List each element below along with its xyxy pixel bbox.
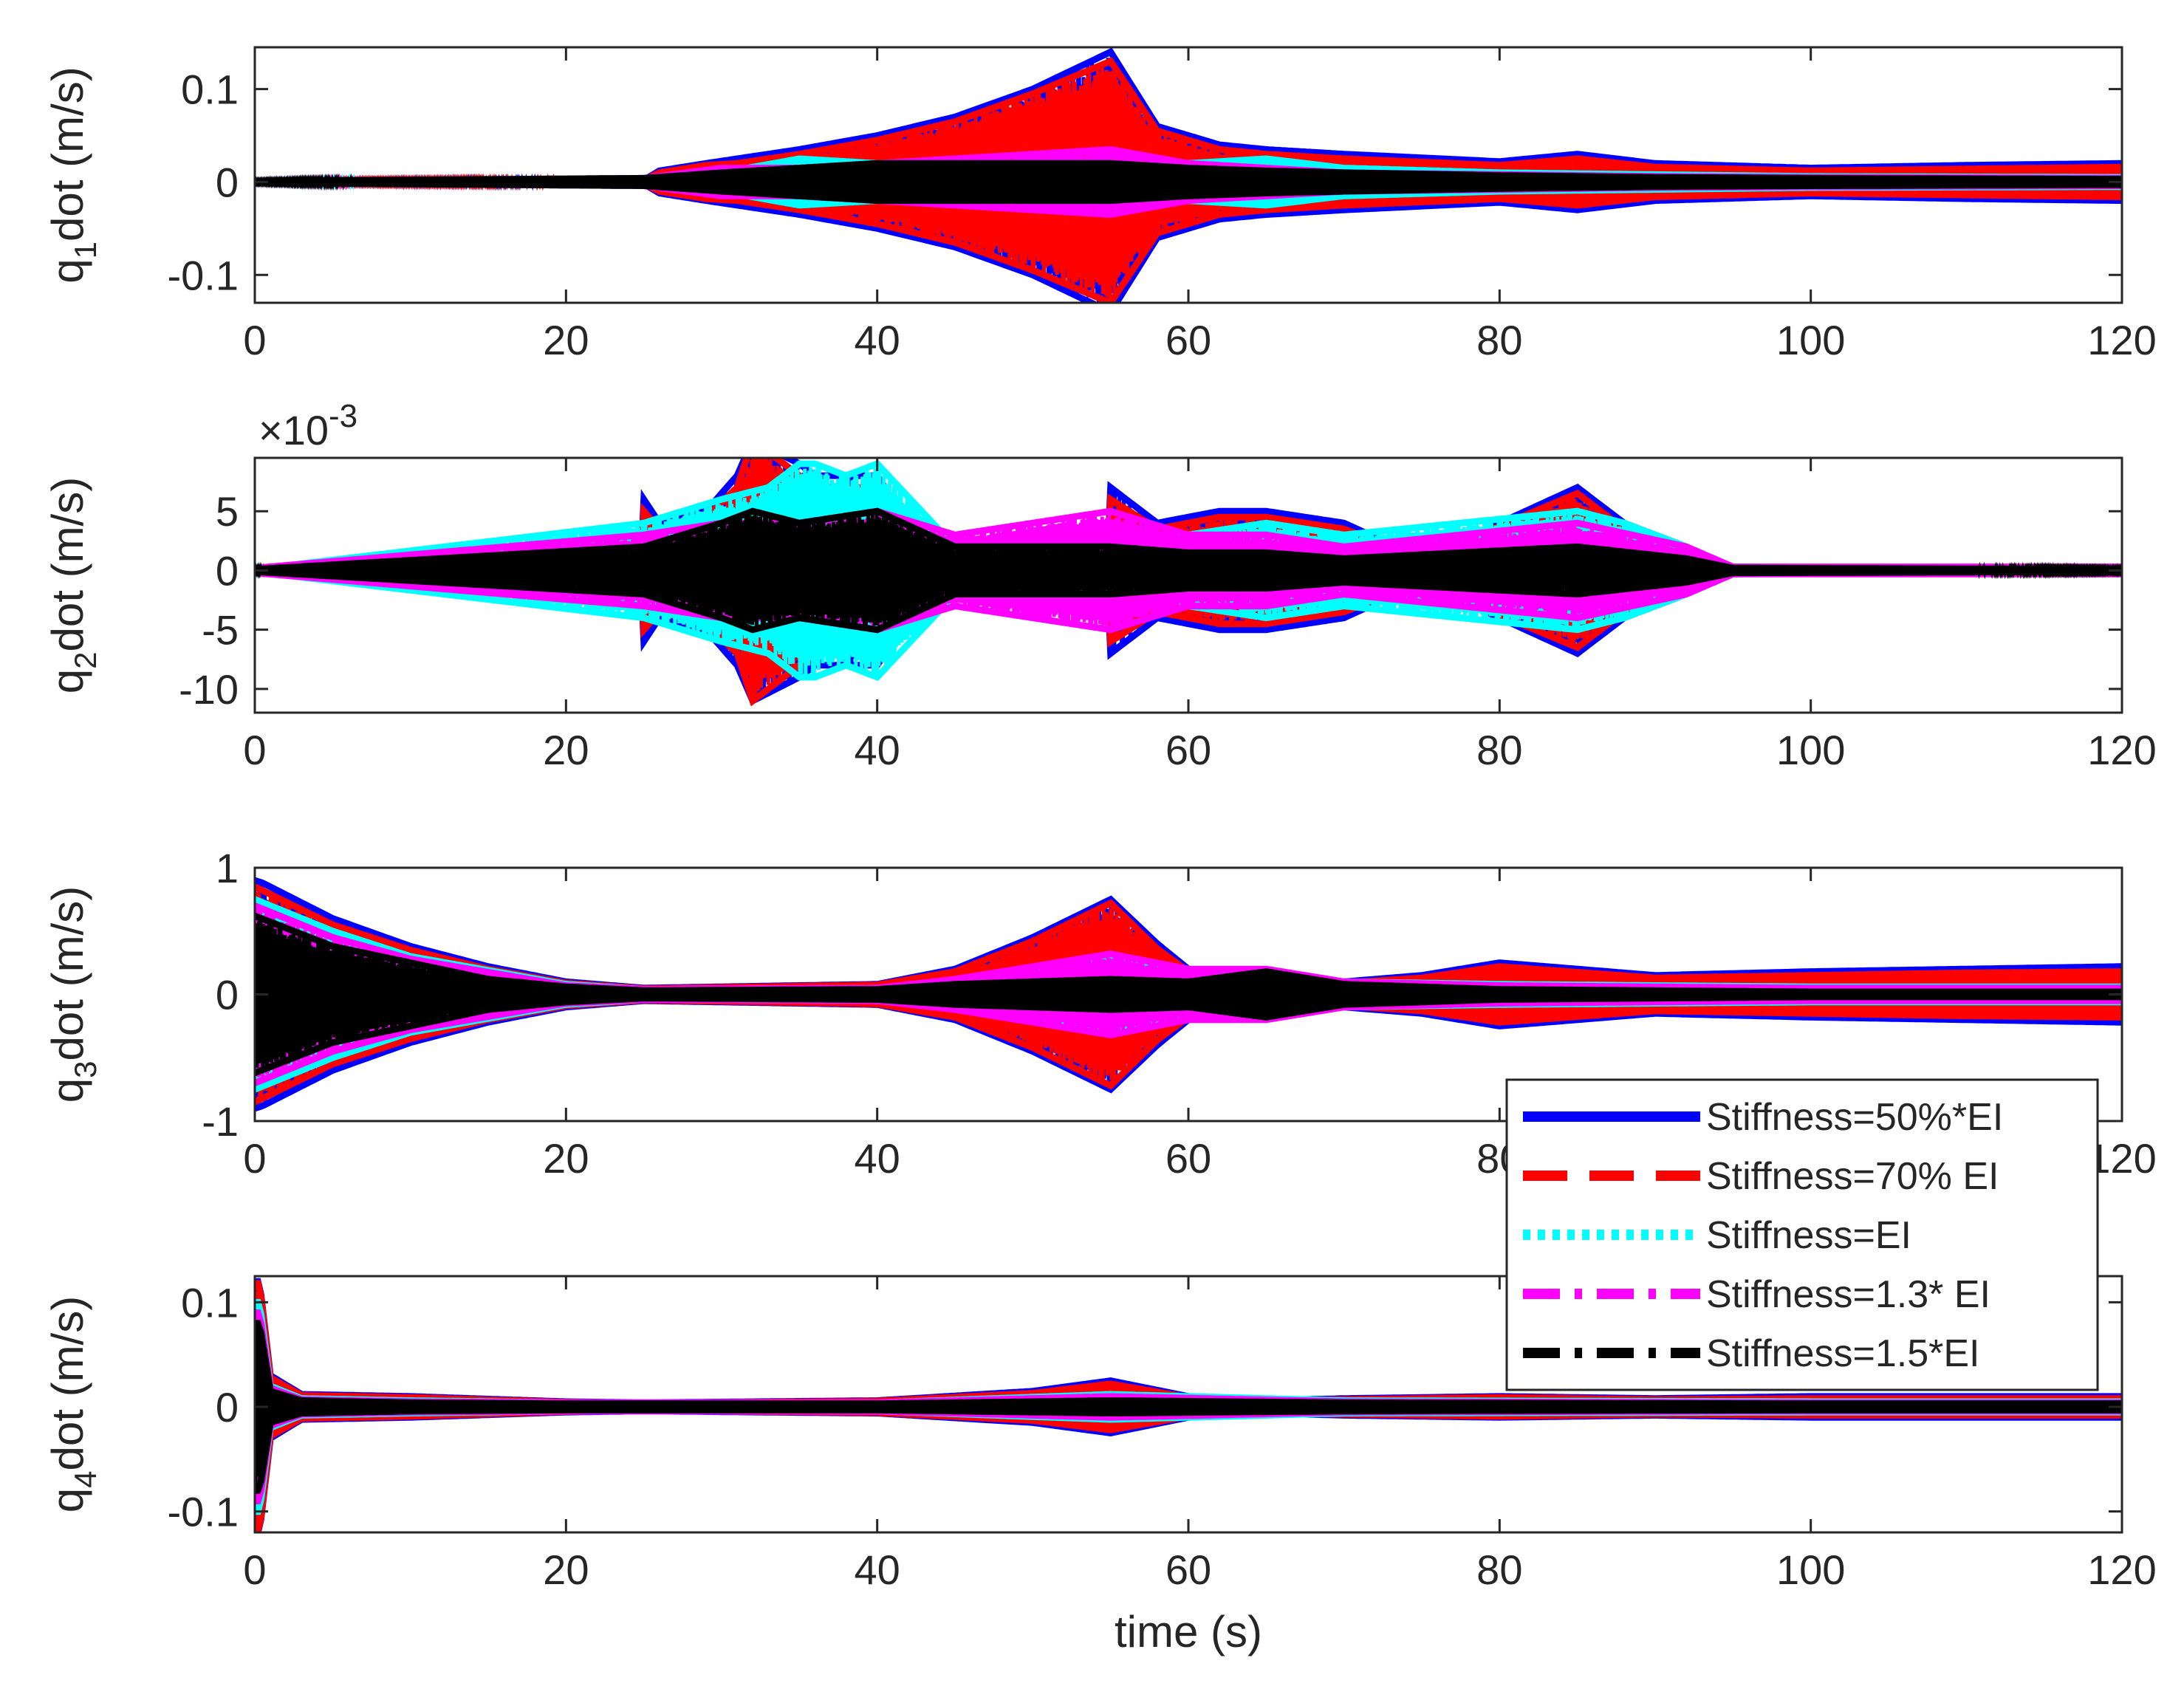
y-axis-label-rest: dot (m/s): [43, 66, 92, 241]
x-tick-label-q4: 0: [243, 1546, 266, 1593]
x-tick-label-q3: 60: [1165, 1135, 1211, 1182]
legend-label-s100: Stiffness=EI: [1706, 1214, 1911, 1257]
legend-label-s50: Stiffness=50%*EI: [1706, 1096, 2003, 1139]
y-axis-label-main: q: [43, 258, 92, 283]
legend-box: [1505, 1078, 2099, 1391]
x-tick-label-q2: 0: [243, 727, 266, 773]
y-axis-label-q1: q1dot (m/s): [43, 66, 103, 283]
x-tick-label-q2: 80: [1476, 727, 1522, 773]
series-envelope-top-q3-s150: [255, 912, 2122, 996]
y-tick-label-q2: 0: [216, 547, 239, 594]
x-tick-label-q1: 120: [2087, 317, 2156, 363]
x-tick-label-q3: 0: [243, 1135, 266, 1182]
panel-q2: 0 20 40 60 80 100 120 -10 -5 0 5 q2dot (m/s) ×10-3: [43, 398, 2157, 773]
x-tick-label-q4: 60: [1165, 1546, 1211, 1593]
y-axis-label-q3: q3dot (m/s): [43, 886, 103, 1103]
series-envelope-top-q1-s150: [255, 160, 2122, 185]
x-tick-label-q1: 60: [1165, 317, 1211, 363]
y-axis-label-subscript: 1: [68, 241, 103, 258]
y-axis-label-q2: q2dot (m/s): [43, 477, 103, 693]
x-tick-label-q4: 120: [2087, 1546, 2156, 1593]
series-envelope-bottom-q3-s150: [255, 993, 2122, 1077]
x-axis-label: time (s): [1115, 1607, 1262, 1656]
y-tick-label-q3: -1: [202, 1098, 239, 1145]
x-tick-label-q4: 40: [855, 1546, 900, 1593]
x-tick-label-q1: 0: [243, 317, 266, 363]
y-tick-label-q2: -5: [202, 607, 239, 654]
x-tick-label-q3: 20: [543, 1135, 589, 1182]
series-envelope-bottom-q1-s150: [255, 179, 2122, 205]
x-tick-label-q3: 40: [855, 1135, 900, 1182]
y-axis-multiplier-q2: ×10-3: [259, 398, 357, 453]
y-tick-label-q2: -10: [179, 666, 239, 713]
y-axis-label-rest: dot (m/s): [43, 477, 92, 652]
y-tick-label-q2: 5: [216, 488, 239, 535]
series-envelope-top-q2-s150: [255, 507, 2122, 573]
x-tick-label-q2: 100: [1776, 727, 1845, 773]
x-tick-label-q2: 60: [1165, 727, 1211, 773]
y-tick-label-q4: 0.1: [181, 1279, 239, 1326]
x-tick-label-q4: 80: [1476, 1546, 1522, 1593]
x-tick-label-q2: 120: [2087, 727, 2156, 773]
series-envelope-bottom-q4-s150: [255, 1406, 2122, 1494]
multiplier-base: ×10: [259, 407, 329, 453]
y-tick-label-q3: 1: [216, 845, 239, 891]
y-tick-label-q1: 0: [216, 159, 239, 205]
x-tick-label-q2: 40: [855, 727, 900, 773]
y-axis-label-main: q: [43, 1078, 92, 1103]
x-tick-label-q1: 20: [543, 317, 589, 363]
legend-label-s150: Stiffness=1.5*EI: [1706, 1332, 1980, 1375]
y-axis-label-main: q: [43, 669, 92, 693]
x-tick-label-q4: 20: [543, 1546, 589, 1593]
series-group-q1: [255, 47, 2122, 303]
y-axis-label-subscript: 2: [68, 651, 103, 668]
y-axis-label-main: q: [43, 1488, 92, 1512]
y-tick-label-q3: 0: [216, 972, 239, 1018]
series-envelope-top-q4-s150: [255, 1320, 2122, 1408]
y-axis-label-q4: q4dot (m/s): [43, 1296, 103, 1512]
y-axis-label-subscript: 3: [68, 1060, 103, 1077]
legend-label-s130: Stiffness=1.3* EI: [1706, 1273, 1990, 1316]
multiplier-exponent: -3: [329, 398, 357, 434]
y-tick-label-q4: -0.1: [168, 1489, 239, 1535]
x-tick-label-q1: 40: [855, 317, 900, 363]
x-tick-label-q1: 80: [1476, 317, 1522, 363]
y-tick-label-q1: 0.1: [181, 66, 239, 113]
x-tick-label-q4: 100: [1776, 1546, 1845, 1593]
x-tick-label-q2: 20: [543, 727, 589, 773]
y-tick-label-q1: -0.1: [168, 252, 239, 298]
y-tick-label-q4: 0: [216, 1384, 239, 1430]
x-tick-label-q3: 120: [2087, 1135, 2156, 1182]
series-envelope-bottom-q2-s150: [255, 568, 2122, 634]
y-axis-label-rest: dot (m/s): [43, 1296, 92, 1471]
series-group-q4: [255, 1278, 2122, 1532]
y-axis-label-subscript: 4: [68, 1470, 103, 1487]
series-group-q2: [255, 458, 2122, 707]
series-group-q3: [255, 877, 2122, 1112]
y-axis-label-rest: dot (m/s): [43, 886, 92, 1061]
legend: Stiffness=50%*EI Stiffness=70% EI Stiffnes…: [1505, 1078, 2099, 1391]
x-tick-label-q1: 100: [1776, 317, 1845, 363]
legend-label-s70: Stiffness=70% EI: [1706, 1155, 1999, 1198]
